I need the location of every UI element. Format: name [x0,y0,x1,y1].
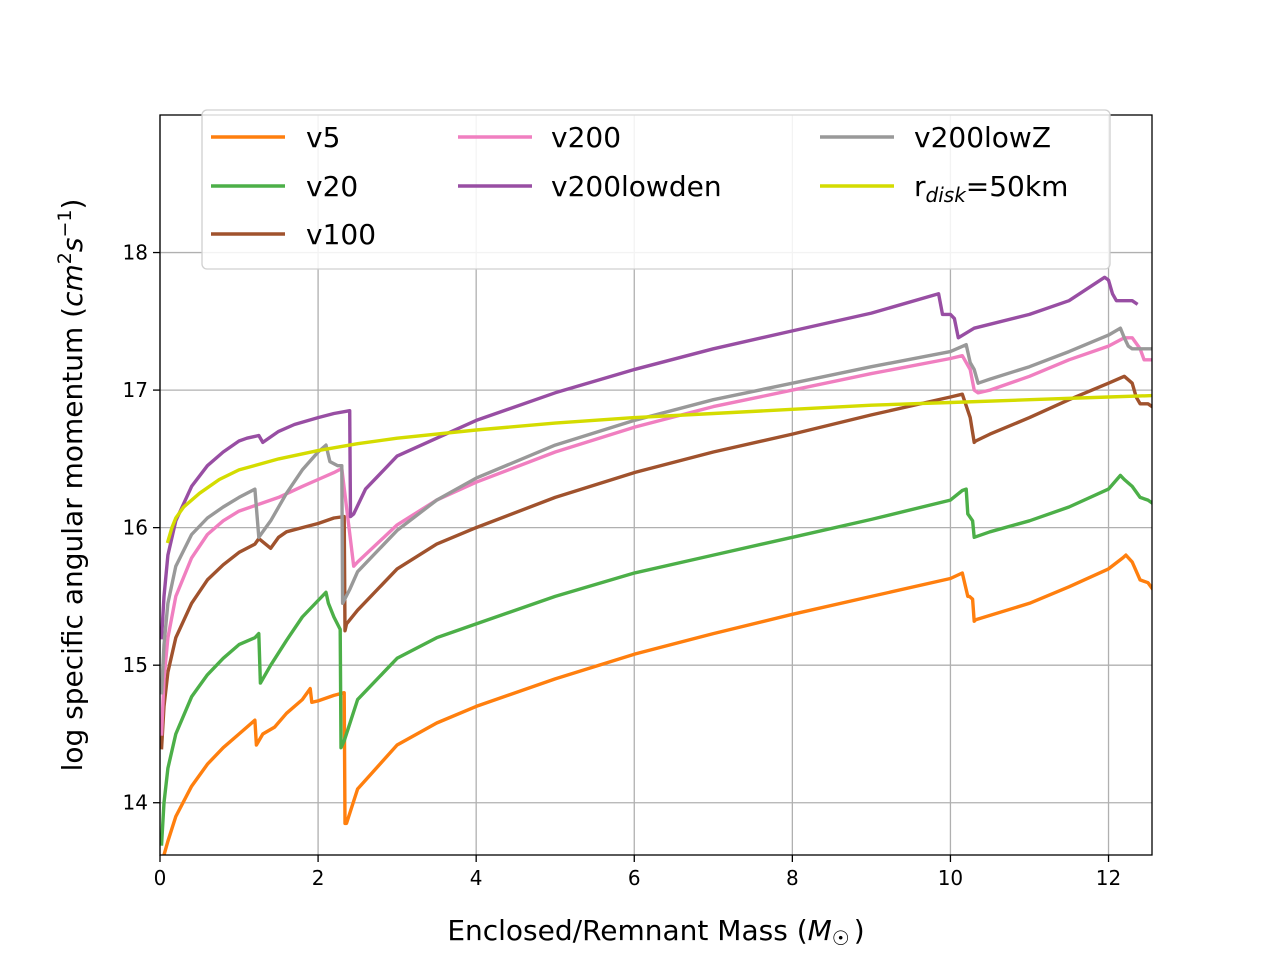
x-tick-label: 4 [470,866,483,890]
x-tick-label: 8 [786,866,799,890]
y-tick-label: 15 [123,653,148,677]
legend-label-v200lowden: v200lowden [551,170,722,203]
x-axis-label-close: ) [854,914,865,947]
x-tick-label: 12 [1096,866,1121,890]
x-tick-label: 0 [154,866,167,890]
legend-label-v5: v5 [306,121,340,154]
legend-label-v20: v20 [306,170,358,203]
legend-label-r: r [914,170,926,203]
series-line-v200lowden [160,275,1139,640]
y-axis-label-cm-exp: 2 [54,252,76,264]
y-tick-label: 14 [123,791,148,815]
y-tick-label: 16 [123,516,148,540]
y-axis-label-close: ) [56,199,89,210]
y-axis-label-s-exp: −1 [54,210,76,238]
legend-label-r-sub: disk [926,183,968,207]
y-tick-label: 18 [123,241,148,265]
legend-label-v100: v100 [306,218,376,251]
legend-label-r-disk: rdisk=50km [914,170,1068,207]
y-axis-label-s: s [56,238,89,253]
series-line-v200 [160,336,1152,736]
x-axis-label-text: Enclosed/Remnant Mass ( [447,914,807,947]
legend-box [201,109,1111,270]
legend-label-v200lowZ: v200lowZ [914,121,1051,154]
legend: v5 v20 v100 v200 v200lowden v200lowZ rdi… [201,109,1111,270]
y-axis-label-text: log specific angular momentum ( [56,307,89,772]
legend-label-r-rest: =50km [966,170,1069,203]
x-tick-label: 2 [312,866,325,890]
x-axis-label-symbol: M [808,914,832,947]
legend-label-v200: v200 [551,121,621,154]
series-group [160,275,1152,855]
series-line-v20 [160,473,1152,846]
x-tick-label: 6 [628,866,641,890]
x-tick-label: 10 [938,866,963,890]
series-line-v200lowZ [160,326,1152,695]
series-line-v5 [162,553,1152,855]
x-axis-label-sub: ☉ [832,926,850,950]
x-axis-label: Enclosed/Remnant Mass (M☉) [447,914,864,950]
y-axis-label-cm: cm [56,264,89,307]
ticks: 0 2 4 6 8 10 12 14 15 16 17 18 [123,241,1122,890]
y-axis-label: log specific angular momentum (cm2s−1) [54,199,89,772]
y-tick-label: 17 [123,378,148,402]
series-line-r-disk-50km [165,393,1152,544]
